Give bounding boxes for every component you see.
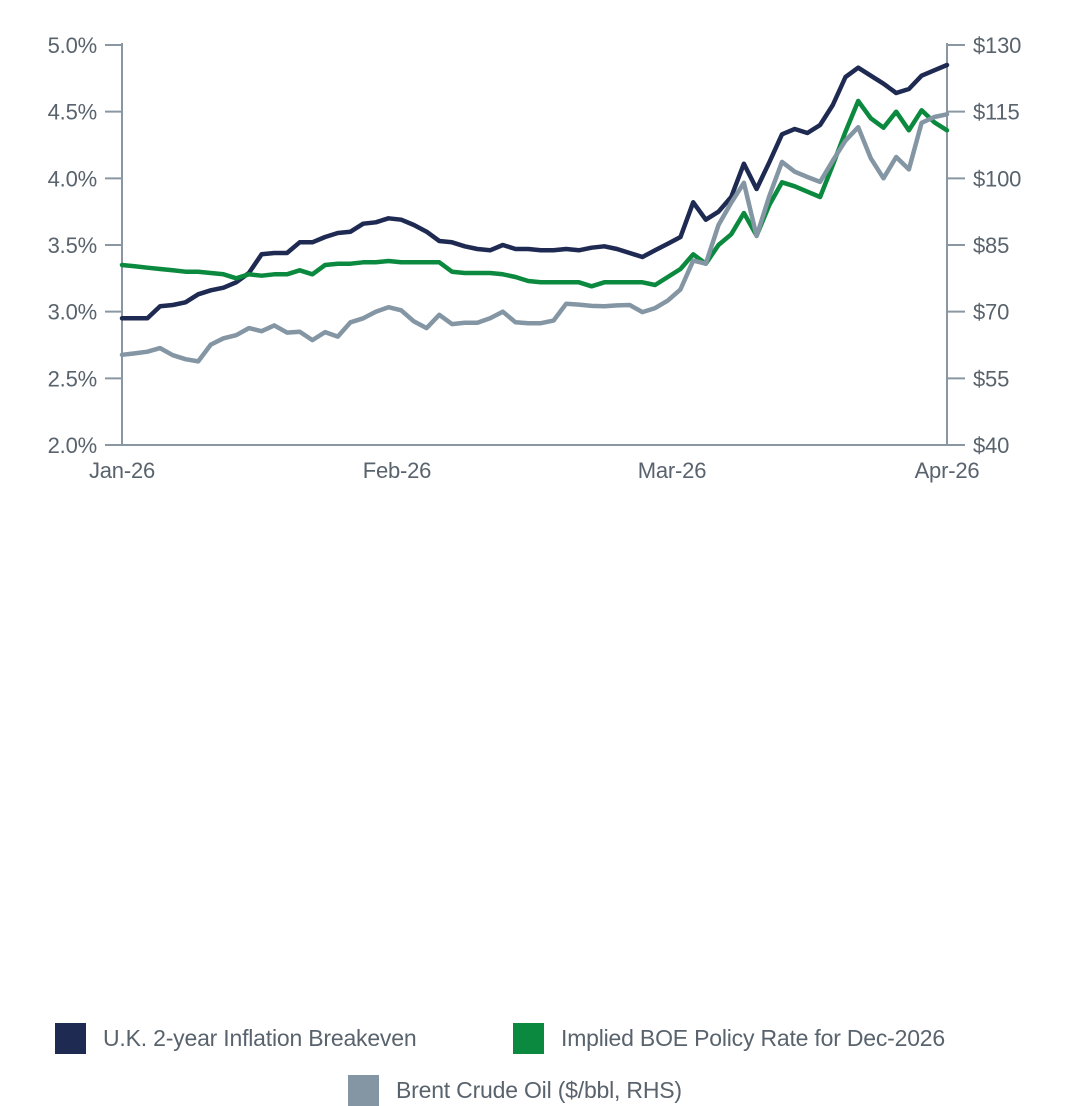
right-tick-label: $55 bbox=[973, 366, 1009, 391]
series-line-1 bbox=[119, 98, 950, 289]
left-tick-label: 2.5% bbox=[48, 366, 97, 391]
x-axis-label: Apr-26 bbox=[915, 458, 980, 483]
right-tick-label: $115 bbox=[973, 100, 1020, 125]
series-lines bbox=[119, 62, 950, 364]
left-tick-label: 4.5% bbox=[48, 100, 97, 125]
right-tick-label: $100 bbox=[973, 166, 1021, 191]
right-tick-label: $130 bbox=[973, 33, 1021, 58]
chart-canvas: 5.0% 4.5% 4.0% 3.5% 3.0% 2.5% 2.0% $130 $115 $100… bbox=[48, 33, 1022, 483]
right-tick-label: $70 bbox=[973, 300, 1009, 325]
legend-swatch-gray bbox=[348, 1075, 379, 1106]
x-axis-label: Feb-26 bbox=[363, 458, 432, 483]
legend-swatch-green bbox=[513, 1023, 544, 1054]
left-tick-label: 5.0% bbox=[48, 33, 97, 58]
legend-item-inflation-breakeven: U.K. 2-year Inflation Breakeven bbox=[55, 1023, 417, 1054]
right-tick-label: $40 bbox=[973, 433, 1009, 458]
chart-container: 5.0% 4.5% 4.0% 3.5% 3.0% 2.5% 2.0% $130 $115 $100… bbox=[0, 33, 1076, 1106]
legend-swatch-navy bbox=[55, 1023, 86, 1054]
legend: U.K. 2-year Inflation Breakeven Implied … bbox=[0, 505, 1076, 1106]
right-tick-label: $85 bbox=[973, 233, 1009, 258]
left-tick-label: 2.0% bbox=[48, 433, 97, 458]
x-axis-label: Mar-26 bbox=[638, 458, 707, 483]
axis-ticks: 5.0% 4.5% 4.0% 3.5% 3.0% 2.5% 2.0% $130 $115 $100… bbox=[48, 33, 1022, 483]
left-tick-label: 4.0% bbox=[48, 166, 97, 191]
legend-label: U.K. 2-year Inflation Breakeven bbox=[103, 1025, 417, 1051]
left-tick-label: 3.5% bbox=[48, 233, 97, 258]
legend-label: Brent Crude Oil ($/bbl, RHS) bbox=[396, 1077, 682, 1103]
series-line-0 bbox=[119, 62, 950, 321]
legend-item-boe-policy-rate: Implied BOE Policy Rate for Dec-2026 bbox=[513, 1023, 945, 1054]
left-tick-label: 3.0% bbox=[48, 300, 97, 325]
legend-label: Implied BOE Policy Rate for Dec-2026 bbox=[561, 1025, 945, 1051]
x-axis-label: Jan-26 bbox=[89, 458, 155, 483]
legend-item-brent-crude: Brent Crude Oil ($/bbl, RHS) bbox=[348, 1075, 682, 1106]
series-line-2 bbox=[119, 112, 950, 364]
